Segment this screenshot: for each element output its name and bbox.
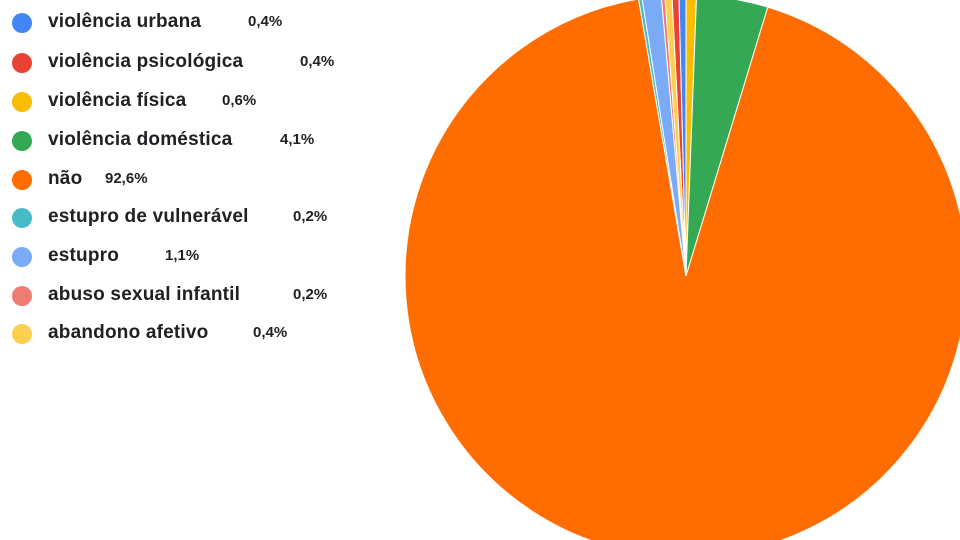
- legend-value: 0,2%: [293, 286, 328, 303]
- pie-slice: [678, 0, 687, 277]
- legend-swatch: [12, 324, 32, 344]
- pie-slice: [661, 0, 687, 277]
- legend-swatch: [12, 286, 32, 306]
- legend-swatch: [12, 131, 32, 151]
- legend-label: estupro: [48, 245, 120, 266]
- legend-value: 0,2%: [293, 208, 328, 225]
- legend-label: violência doméstica: [48, 129, 233, 150]
- legend-value: 0,4%: [253, 324, 288, 341]
- legend-label: abandono afetivo: [48, 322, 209, 343]
- pie-slice: [664, 0, 687, 277]
- legend-value: 0,4%: [248, 13, 283, 30]
- legend-value: 4,1%: [280, 131, 315, 148]
- legend-label: violência psicológica: [48, 51, 244, 72]
- legend-swatch: [12, 13, 32, 33]
- legend-label: violência urbana: [48, 11, 202, 32]
- legend-label: estupro de vulnerável: [48, 206, 249, 227]
- legend-swatch: [12, 170, 32, 190]
- pie-slice: [638, 0, 687, 277]
- legend-swatch: [12, 247, 32, 267]
- pie-slice: [641, 0, 687, 277]
- legend-swatch: [12, 53, 32, 73]
- legend-value: 0,6%: [222, 92, 257, 109]
- pie-slice: [404, 0, 960, 540]
- legend-value: 1,1%: [165, 247, 200, 264]
- legend-label: não: [48, 168, 83, 189]
- legend-value: 92,6%: [105, 170, 148, 187]
- legend-label: abuso sexual infantil: [48, 284, 241, 305]
- legend-swatch: [12, 208, 32, 228]
- legend-label: violência física: [48, 90, 187, 111]
- chart-legend: violência urbana 0,4% violência psicológ…: [0, 0, 420, 360]
- legend-swatch: [12, 92, 32, 112]
- legend-value: 0,4%: [300, 53, 335, 70]
